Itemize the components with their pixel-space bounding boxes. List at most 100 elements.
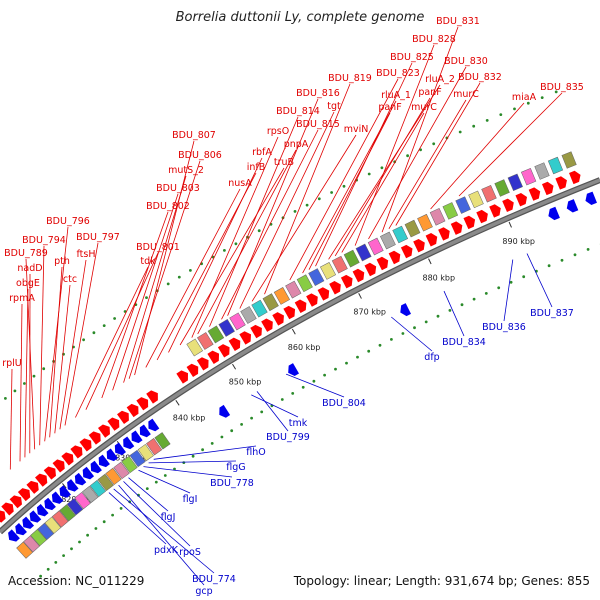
track-dot bbox=[472, 297, 476, 301]
gene-label: BDU_814 bbox=[276, 106, 320, 117]
reverse-gene-arrow bbox=[123, 436, 135, 450]
feature-box bbox=[442, 202, 459, 220]
gene-label: BDU_807 bbox=[172, 130, 216, 141]
feature-box bbox=[429, 208, 446, 226]
gene-label: BDU_830 bbox=[444, 56, 488, 67]
forward-gene-arrow bbox=[306, 293, 318, 307]
reverse-gene-arrow bbox=[566, 199, 579, 213]
feature-box bbox=[367, 237, 384, 256]
track-dot bbox=[401, 332, 405, 335]
feature-box bbox=[97, 473, 114, 492]
gene-label: infB bbox=[247, 162, 266, 173]
track-dot bbox=[210, 442, 214, 445]
track-dot bbox=[78, 540, 81, 544]
reverse-gene-arrow bbox=[219, 404, 231, 418]
track-dot bbox=[145, 296, 148, 299]
leader-line bbox=[25, 258, 36, 450]
gene-label: panF bbox=[378, 102, 401, 113]
leader-line bbox=[251, 394, 299, 418]
gene-label: tgt bbox=[327, 101, 341, 112]
forward-gene-arrow bbox=[35, 473, 48, 487]
reverse-gene-arrow bbox=[36, 504, 49, 517]
track-dot bbox=[13, 389, 17, 393]
gene-label: obgE bbox=[16, 278, 40, 289]
leader-line bbox=[354, 44, 435, 246]
reverse-gene-arrow bbox=[148, 418, 160, 432]
track-dot bbox=[345, 361, 348, 365]
forward-gene-arrow bbox=[317, 287, 330, 301]
track-dot bbox=[113, 317, 116, 320]
gene-label: pnpA bbox=[284, 139, 309, 150]
reverse-gene-arrow bbox=[15, 523, 27, 536]
leader-line bbox=[395, 82, 481, 226]
forward-gene-arrow bbox=[79, 438, 92, 452]
feature-box bbox=[285, 280, 302, 299]
leader-line bbox=[128, 160, 201, 379]
gene-label: BDU_804 bbox=[322, 398, 366, 409]
leader-line bbox=[239, 111, 335, 309]
track-dot bbox=[485, 119, 489, 122]
feature-box bbox=[262, 293, 279, 312]
leader-line bbox=[443, 290, 465, 337]
forward-gene-arrow bbox=[43, 466, 56, 480]
feature-box bbox=[121, 455, 138, 474]
gene-label: BDU_803 bbox=[156, 183, 200, 194]
feature-box bbox=[251, 299, 268, 318]
leader-line bbox=[264, 83, 351, 295]
track-dot bbox=[163, 474, 167, 477]
track-dot bbox=[189, 269, 192, 272]
track-dot bbox=[145, 487, 149, 490]
feature-box bbox=[468, 190, 484, 209]
leader-line bbox=[145, 188, 241, 368]
forward-gene-arrow bbox=[502, 198, 514, 212]
track-dot bbox=[380, 166, 384, 170]
forward-gene-arrow bbox=[352, 268, 365, 283]
track-dot bbox=[70, 547, 73, 551]
reverse-gene-arrow bbox=[114, 442, 126, 456]
track-dot bbox=[458, 130, 462, 134]
track-dot bbox=[586, 248, 590, 251]
leader-line bbox=[123, 481, 191, 547]
feature-box bbox=[74, 491, 91, 510]
track-dot bbox=[92, 331, 96, 335]
feature-box bbox=[379, 231, 396, 250]
feature-box bbox=[520, 167, 537, 186]
feature-box bbox=[23, 535, 40, 553]
feature-box bbox=[331, 255, 348, 274]
leader-line bbox=[503, 259, 514, 322]
track-dot bbox=[323, 373, 326, 377]
track-dot bbox=[46, 567, 50, 571]
forward-gene-arrow bbox=[98, 424, 110, 438]
gene-label: BDU_836 bbox=[482, 322, 526, 333]
forward-gene-arrow bbox=[364, 262, 377, 277]
track-dot bbox=[560, 258, 564, 262]
track-dot bbox=[201, 448, 205, 452]
forward-gene-arrow bbox=[250, 324, 262, 339]
forward-gene-arrow bbox=[136, 397, 149, 411]
track-dot bbox=[330, 191, 333, 194]
gene-label: BDU_832 bbox=[458, 72, 502, 83]
feature-box bbox=[137, 443, 154, 462]
gene-label: rpoS bbox=[179, 547, 201, 558]
forward-gene-arrow bbox=[450, 221, 463, 235]
track-dot bbox=[111, 513, 114, 517]
forward-gene-arrow bbox=[176, 370, 188, 384]
gene-label: BDU_801 bbox=[136, 242, 180, 253]
forward-gene-arrow bbox=[515, 192, 527, 207]
leader-line bbox=[458, 92, 563, 197]
track-dot bbox=[497, 286, 501, 290]
forward-gene-arrow bbox=[329, 281, 341, 295]
reverse-gene-arrow bbox=[548, 206, 560, 221]
gene-label: mutS_2 bbox=[168, 165, 204, 176]
leader-line bbox=[285, 373, 345, 398]
feature-box bbox=[308, 268, 325, 286]
leader-line bbox=[191, 136, 279, 338]
gene-label: tmk bbox=[289, 418, 308, 429]
backbone-line bbox=[0, 178, 600, 534]
forward-gene-arrow bbox=[196, 357, 209, 371]
track-dot bbox=[317, 197, 321, 201]
track-dot bbox=[86, 533, 89, 537]
gene-label: ftsH bbox=[77, 249, 96, 260]
